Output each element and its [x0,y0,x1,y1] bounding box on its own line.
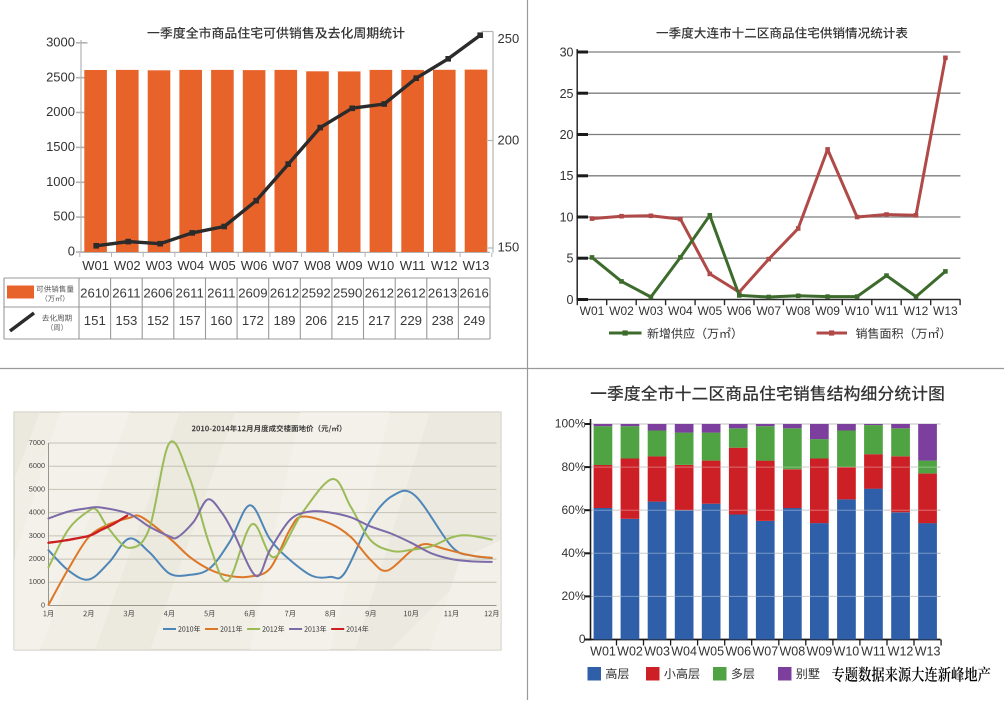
svg-text:10: 10 [560,210,574,224]
svg-text:W12: W12 [431,258,458,273]
svg-text:W10: W10 [834,644,860,658]
svg-text:1000: 1000 [29,577,45,586]
svg-text:217: 217 [368,313,390,328]
svg-text:2000: 2000 [29,554,45,563]
svg-text:2612: 2612 [365,285,394,300]
svg-text:249: 249 [463,313,485,328]
svg-text:2613: 2613 [428,285,457,300]
svg-text:W03: W03 [644,644,670,658]
svg-text:W05: W05 [698,644,724,658]
svg-text:0: 0 [579,632,586,646]
svg-text:2612: 2612 [270,285,299,300]
svg-text:2611: 2611 [112,285,140,300]
svg-text:W02: W02 [617,644,643,658]
svg-text:W05: W05 [209,258,236,273]
svg-text:80%: 80% [561,460,585,474]
svg-text:20: 20 [560,128,574,142]
svg-text:500: 500 [53,209,75,224]
svg-text:W11: W11 [875,304,899,318]
svg-text:238: 238 [432,313,454,328]
svg-text:W06: W06 [241,258,268,273]
svg-text:206: 206 [305,313,327,328]
svg-text:W07: W07 [752,644,778,658]
svg-text:W12: W12 [904,304,929,318]
svg-text:40%: 40% [561,546,585,560]
svg-text:0: 0 [41,600,45,609]
svg-text:160: 160 [210,313,232,328]
svg-text:2612: 2612 [396,285,425,300]
svg-text:229: 229 [400,313,422,328]
svg-text:W11: W11 [861,644,886,658]
svg-text:W03: W03 [639,304,664,318]
svg-text:2616: 2616 [460,285,489,300]
svg-text:5000: 5000 [29,484,45,493]
svg-text:W01: W01 [82,258,109,273]
svg-text:60%: 60% [561,503,585,517]
svg-text:W07: W07 [272,258,299,273]
svg-text:W09: W09 [815,304,840,318]
svg-text:W13: W13 [933,304,958,318]
svg-text:3000: 3000 [46,34,75,49]
svg-text:W06: W06 [725,644,751,658]
svg-text:W01: W01 [590,644,616,658]
svg-text:W08: W08 [779,644,805,658]
svg-text:W03: W03 [146,258,173,273]
svg-text:2611: 2611 [176,285,204,300]
svg-text:5: 5 [567,252,574,266]
svg-text:W04: W04 [177,258,204,273]
svg-text:W02: W02 [114,258,141,273]
svg-text:6000: 6000 [29,461,45,470]
svg-text:250: 250 [498,31,520,46]
svg-text:157: 157 [179,313,201,328]
svg-text:W04: W04 [671,644,697,658]
svg-text:W11: W11 [400,258,426,273]
svg-text:0: 0 [567,293,574,307]
svg-text:2610: 2610 [80,285,109,300]
svg-text:W06: W06 [727,304,752,318]
svg-text:W10: W10 [368,258,395,273]
svg-text:W05: W05 [697,304,722,318]
svg-text:2611: 2611 [207,285,235,300]
svg-text:1000: 1000 [46,174,75,189]
svg-text:215: 215 [337,313,359,328]
svg-text:151: 151 [84,313,106,328]
svg-text:2609: 2609 [238,285,267,300]
svg-text:2500: 2500 [46,69,75,84]
svg-text:W08: W08 [786,304,811,318]
svg-text:1500: 1500 [46,139,75,154]
svg-text:30: 30 [560,45,574,59]
svg-text:2606: 2606 [143,285,172,300]
svg-text:W04: W04 [668,304,693,318]
svg-text:172: 172 [242,313,264,328]
svg-text:W08: W08 [304,258,331,273]
svg-text:W12: W12 [888,644,914,658]
svg-text:2000: 2000 [46,104,75,119]
svg-text:2592: 2592 [301,285,330,300]
svg-text:W10: W10 [845,304,870,318]
svg-text:W01: W01 [580,304,605,318]
svg-text:25: 25 [560,87,574,101]
svg-text:W07: W07 [756,304,781,318]
svg-text:20%: 20% [561,589,585,603]
svg-text:3000: 3000 [29,531,45,540]
svg-text:2590: 2590 [333,285,362,300]
svg-text:100%: 100% [555,417,586,431]
svg-text:189: 189 [273,313,295,328]
svg-text:15: 15 [560,169,574,183]
svg-text:152: 152 [147,313,169,328]
svg-text:W09: W09 [807,644,833,658]
svg-text:0: 0 [68,244,75,259]
svg-text:150: 150 [498,240,520,255]
svg-text:W13: W13 [463,258,490,273]
svg-text:W02: W02 [609,304,634,318]
svg-text:W09: W09 [336,258,363,273]
svg-text:200: 200 [498,132,520,147]
svg-text:7000: 7000 [29,438,45,447]
svg-text:153: 153 [115,313,137,328]
svg-text:W13: W13 [915,644,941,658]
svg-text:4000: 4000 [29,508,45,517]
